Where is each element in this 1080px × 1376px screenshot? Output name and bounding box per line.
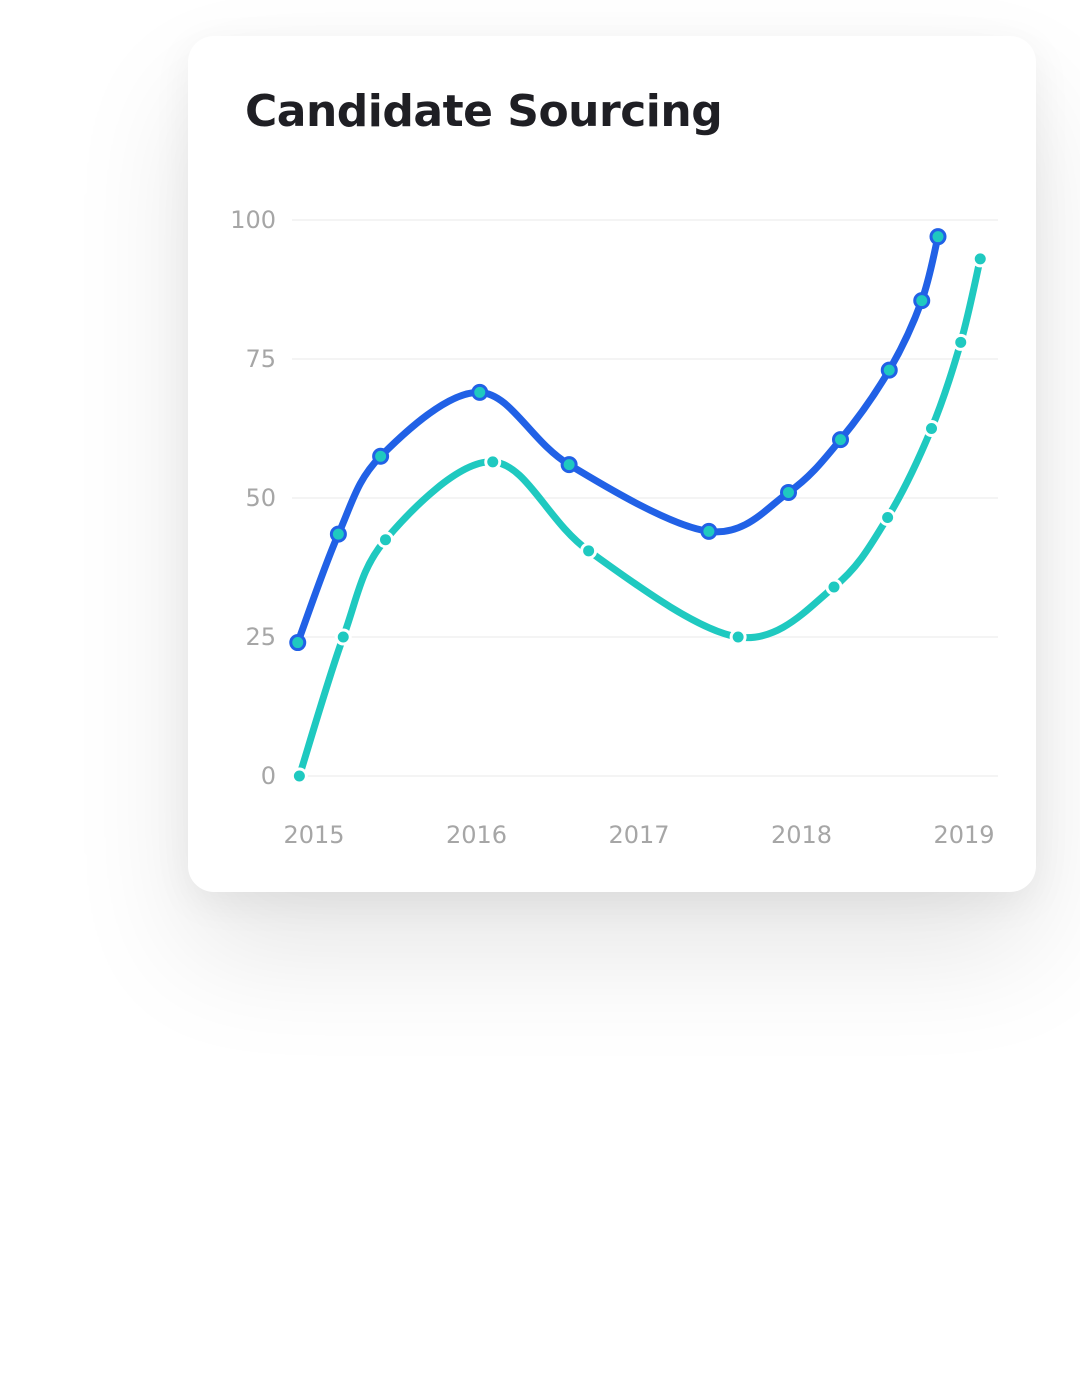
data-point <box>484 453 502 471</box>
data-point <box>290 767 308 785</box>
x-tick-label: 2017 <box>608 821 669 849</box>
data-point <box>929 228 947 246</box>
x-tick-label: 2015 <box>283 821 344 849</box>
gridlines <box>292 219 998 777</box>
data-point <box>700 522 718 540</box>
x-tick-label: 2018 <box>771 821 832 849</box>
data-point <box>377 531 394 549</box>
data-point <box>372 447 390 465</box>
data-point <box>879 508 897 526</box>
data-point <box>334 628 352 646</box>
data-point <box>880 361 898 379</box>
series-1 <box>289 228 947 652</box>
data-point <box>729 628 747 646</box>
y-tick-label: 0 <box>261 762 276 790</box>
y-tick-label: 75 <box>245 345 276 373</box>
data-point <box>580 542 598 560</box>
chart-card: Candidate Sourcing 0 25 50 75 100 2015 2016 20… <box>188 36 1036 892</box>
x-tick-label: 2019 <box>933 821 994 849</box>
data-point <box>952 333 970 351</box>
data-point <box>329 525 347 543</box>
data-point <box>471 383 489 401</box>
data-point <box>289 634 307 652</box>
data-point <box>825 578 843 596</box>
data-point <box>832 431 849 449</box>
data-point <box>780 483 797 501</box>
y-tick-label: 100 <box>230 206 276 234</box>
x-tick-label: 2016 <box>446 821 507 849</box>
data-point <box>560 456 578 474</box>
series-line <box>295 255 984 780</box>
data-point <box>913 292 931 310</box>
chart-title: Candidate Sourcing <box>245 86 723 137</box>
line-chart: 0 25 50 75 100 2015 2016 2017 2018 2019 <box>230 206 998 849</box>
y-tick-label: 25 <box>245 623 276 651</box>
series-2 <box>290 250 989 785</box>
data-point <box>923 420 940 437</box>
series-lines <box>289 228 989 785</box>
data-point <box>971 250 989 268</box>
x-axis-ticks: 2015 2016 2017 2018 2019 <box>283 821 994 849</box>
y-tick-label: 50 <box>245 484 276 512</box>
y-axis-ticks: 0 25 50 75 100 <box>230 206 276 790</box>
